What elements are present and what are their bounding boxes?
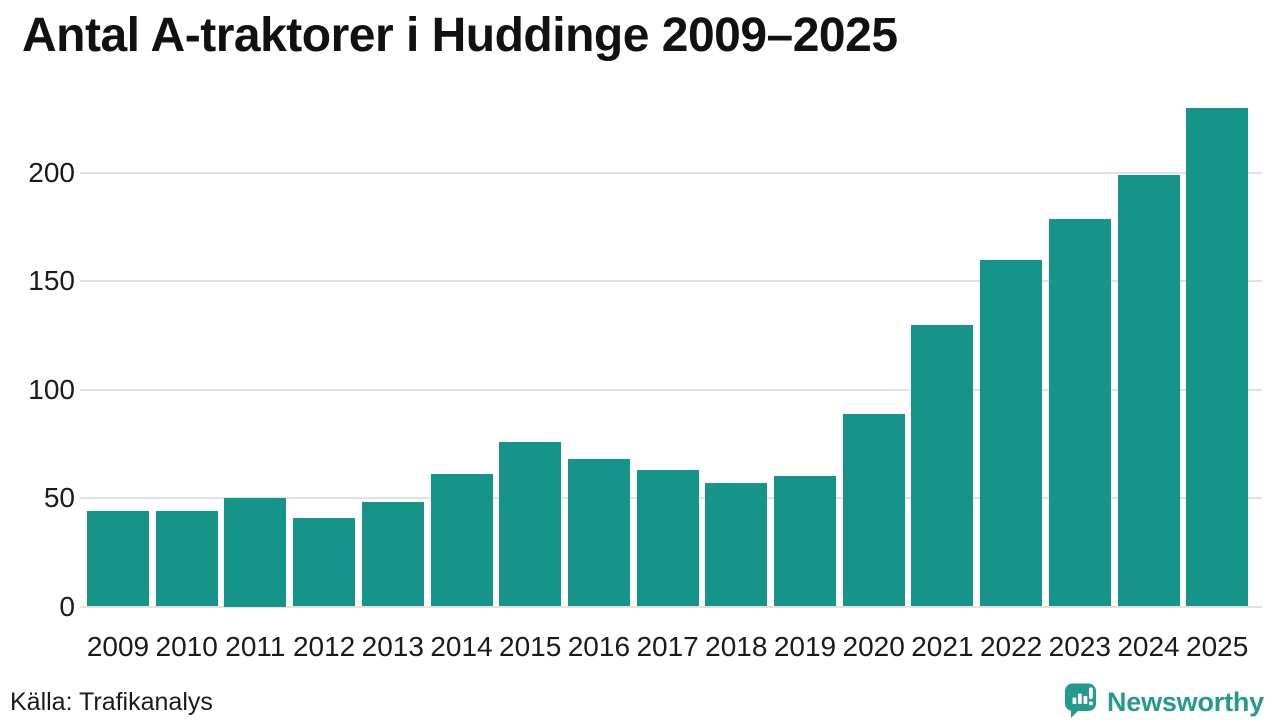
bar-2024 bbox=[1117, 175, 1180, 607]
y-tick-label-0: 0 bbox=[59, 590, 75, 622]
gridline-100 bbox=[80, 388, 1262, 391]
x-tick-label-2016: 2016 bbox=[567, 631, 631, 662]
bar-2012 bbox=[293, 517, 356, 607]
x-tick-label-2012: 2012 bbox=[292, 631, 356, 662]
bar-2013 bbox=[361, 502, 424, 607]
gridline-150 bbox=[80, 280, 1262, 283]
x-tick-label-2011: 2011 bbox=[225, 631, 286, 662]
chart-title: Antal A-traktorer i Huddinge 2009–2025 bbox=[22, 9, 898, 62]
x-tick-label-2014: 2014 bbox=[430, 631, 493, 662]
newsworthy-logo: Newsworthy bbox=[1062, 681, 1264, 720]
x-tick-label-2013: 2013 bbox=[361, 631, 424, 662]
x-tick-label-2024: 2024 bbox=[1117, 631, 1180, 662]
bar-2015 bbox=[499, 441, 562, 607]
gridline-0 bbox=[80, 605, 1262, 608]
x-tick-label-2021: 2021 bbox=[911, 631, 974, 662]
x-tick-label-2025: 2025 bbox=[1186, 631, 1249, 662]
bar-2023 bbox=[1048, 218, 1111, 607]
bar-2019 bbox=[774, 476, 836, 607]
source-label: Källa: Trafikanalys bbox=[10, 688, 213, 716]
x-tick-label-2020: 2020 bbox=[842, 631, 905, 662]
gridline-200 bbox=[80, 172, 1262, 174]
y-tick-label-150: 150 bbox=[28, 265, 75, 297]
bar-2010 bbox=[155, 511, 218, 607]
x-tick-label-2015: 2015 bbox=[499, 631, 562, 662]
y-tick-label-200: 200 bbox=[28, 157, 75, 188]
bar-2018 bbox=[705, 482, 768, 607]
bar-2025 bbox=[1186, 107, 1249, 607]
x-tick-label-2022: 2022 bbox=[979, 631, 1043, 662]
bar-2009 bbox=[87, 511, 149, 607]
bar-2011 bbox=[224, 498, 287, 607]
bar-2017 bbox=[636, 469, 699, 607]
x-tick-label-2017: 2017 bbox=[636, 631, 699, 662]
y-tick-label-50: 50 bbox=[43, 482, 75, 514]
bar-2014 bbox=[430, 474, 493, 607]
x-tick-label-2009: 2009 bbox=[86, 631, 150, 662]
x-tick-label-2018: 2018 bbox=[705, 631, 768, 662]
bar-2022 bbox=[980, 259, 1043, 607]
y-tick-label-100: 100 bbox=[28, 373, 75, 405]
bar-2020 bbox=[842, 413, 905, 607]
x-tick-label-2010: 2010 bbox=[155, 631, 218, 662]
bar-2016 bbox=[567, 459, 630, 607]
bar-2021 bbox=[911, 324, 974, 607]
brand-name: Newsworthy bbox=[1106, 687, 1264, 717]
x-tick-label-2019: 2019 bbox=[773, 631, 837, 662]
x-tick-label-2023: 2023 bbox=[1048, 631, 1111, 662]
newsworthy-bubble-chart-icon bbox=[1062, 681, 1099, 720]
